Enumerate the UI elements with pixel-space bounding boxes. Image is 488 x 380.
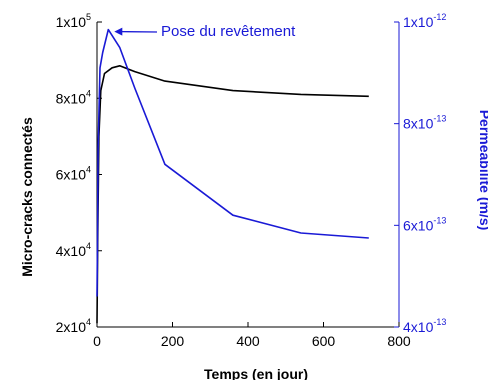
- annotation-label: Pose du revêtement: [161, 23, 296, 40]
- x-tick-label: 400: [236, 333, 260, 349]
- left-y-tick-label: 6x104: [56, 165, 91, 183]
- left-y-tick-label: 1x105: [56, 12, 91, 30]
- left-y-tick-label: 2x104: [56, 317, 91, 335]
- x-tick-label: 800: [387, 333, 411, 349]
- series-layer: [96, 28, 369, 324]
- right-y-ticks: 4x10-13 6x10-13 8x10-13 1x10-12: [394, 12, 446, 335]
- x-tick-label: 200: [161, 333, 185, 349]
- right-y-axis-title: Perméabilité (m/s): [477, 110, 488, 231]
- x-tick-label: 600: [312, 333, 336, 349]
- x-tick-label: 0: [93, 333, 101, 349]
- left-y-ticks: 2x104 4x104 6x104 8x104 1x105: [56, 12, 102, 335]
- x-axis-title: Temps (en jour): [204, 366, 308, 380]
- left-y-tick-label: 8x104: [56, 88, 91, 106]
- right-y-tick-label: 8x10-13: [403, 114, 446, 132]
- plot-area: [97, 22, 399, 327]
- annotation-arrowhead: [114, 27, 123, 36]
- left-y-tick-label: 4x104: [56, 241, 91, 259]
- right-y-tick-label: 6x10-13: [403, 215, 446, 233]
- x-ticks: 0 200 400 600 800: [93, 322, 411, 349]
- permeability-line: [96, 28, 369, 297]
- left-y-axis-title: Micro-cracks connectés: [19, 117, 35, 277]
- right-y-tick-label: 1x10-12: [403, 12, 446, 30]
- right-y-tick-label: 4x10-13: [403, 317, 446, 335]
